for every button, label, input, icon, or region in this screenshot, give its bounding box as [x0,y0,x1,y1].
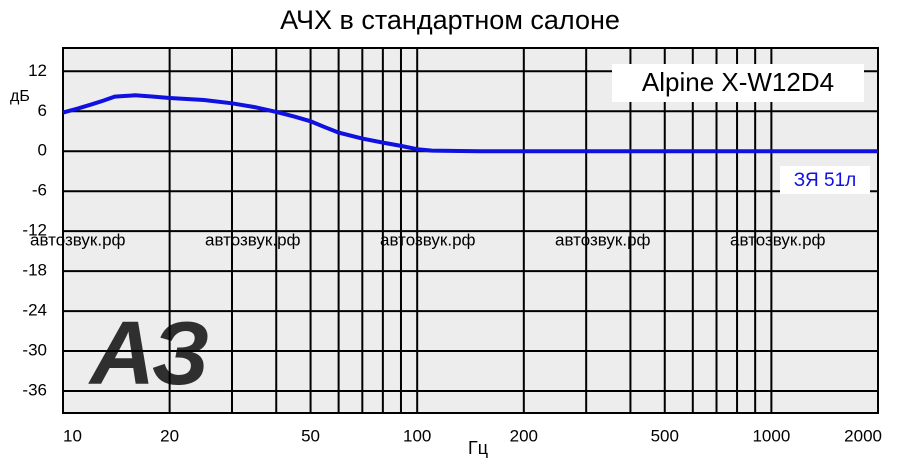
y-tick-label: -6 [32,181,47,200]
y-tick-label: 0 [38,141,47,160]
x-tick-label: 1000 [752,426,790,445]
x-tick-label: 100 [403,426,431,445]
annotation: Alpine X-W12D4 [642,67,834,97]
x-tick-label: 2000 [844,426,882,445]
x-tick-label: 200 [510,426,538,445]
x-tick-label: 50 [301,426,320,445]
y-tick-label: -12 [22,221,47,240]
y-tick-label: -18 [22,261,47,280]
watermark-text: автозвук.рф [205,230,301,249]
series-line [62,93,878,154]
y-tick-label: -30 [22,341,47,360]
legend-box [780,166,870,194]
watermark-text: автозвук.рф [730,230,826,249]
legend-label: ЗЯ 51л [794,170,856,191]
y-axis-label: дБ [10,88,30,105]
watermark-logo: АЗ [88,304,209,404]
watermark-text: автозвук.рф [380,230,476,249]
watermark-text: автозвук.рф [30,230,126,249]
y-tick-label: 12 [28,61,47,80]
y-tick-label: -24 [22,301,47,320]
x-tick-label: 20 [160,426,179,445]
watermark-text: автозвук.рф [555,230,651,249]
x-tick-label: 500 [651,426,679,445]
chart-title: АЧХ в стандартном салоне [280,5,620,35]
annotation-box [612,64,864,102]
x-tick-label: 10 [63,426,82,445]
x-axis-label: Гц [468,438,488,458]
y-tick-label: -36 [22,381,47,400]
y-tick-label: 6 [38,101,47,120]
